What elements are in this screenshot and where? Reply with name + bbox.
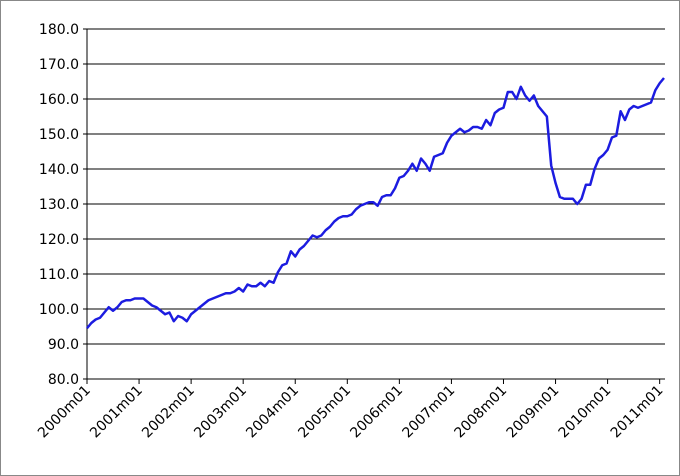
y-tick-label: 120.0 — [39, 232, 79, 248]
y-tick-label: 150.0 — [39, 127, 79, 143]
y-tick-label: 160.0 — [39, 92, 79, 108]
y-tick-label: 180.0 — [39, 22, 79, 38]
y-tick-label: 170.0 — [39, 57, 79, 73]
data-line — [86, 77, 665, 330]
y-tick-label: 140.0 — [39, 162, 79, 178]
y-tick-label: 90.0 — [48, 337, 79, 353]
y-tick-label: 80.0 — [48, 372, 79, 388]
y-tick-label: 100.0 — [39, 302, 79, 318]
y-tick-label: 130.0 — [39, 197, 79, 213]
y-tick-label: 110.0 — [39, 267, 79, 283]
